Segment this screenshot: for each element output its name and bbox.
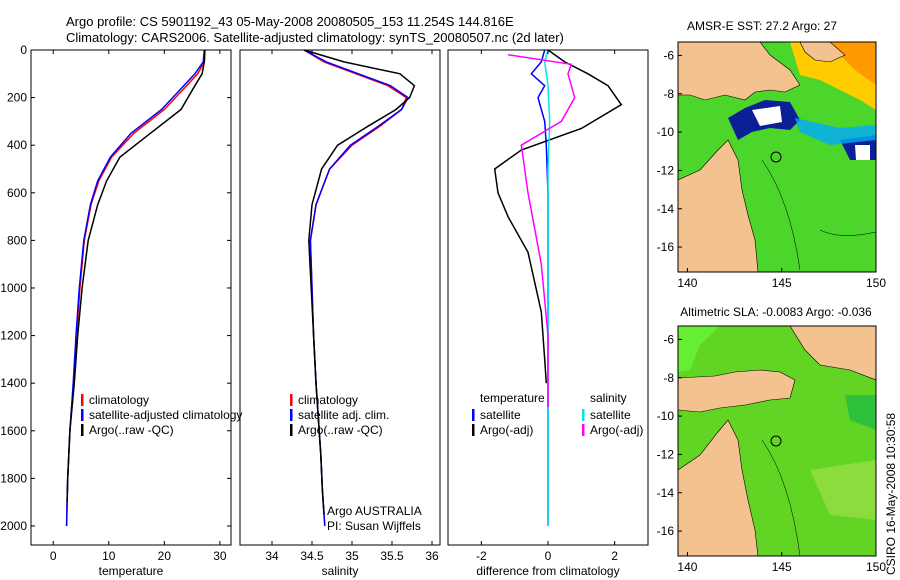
difference-xlabel: difference from climatology — [476, 564, 619, 578]
difference-legend: temperaturesatelliteArgo(-adj)salinitysa… — [472, 391, 643, 437]
sla-map-ytick-label: -6 — [663, 332, 674, 346]
difference-legend-swatch — [472, 409, 475, 421]
difference-legend-swatch — [582, 409, 585, 421]
salinity-legend-label: Argo(..raw -QC) — [298, 423, 383, 437]
sla-map-title: Altimetric SLA: -0.0083 Argo: -0.036 — [680, 305, 872, 319]
sst-map-ytick-label: -8 — [663, 87, 674, 101]
temperature-ytick-label: 1000 — [0, 281, 27, 295]
salinity-annotation-1: Argo AUSTRALIA — [327, 504, 422, 518]
salinity-legend-label: satellite adj. clim. — [298, 408, 389, 422]
difference-legend-label: satellite — [590, 408, 631, 422]
salinity-legend-swatch — [290, 409, 293, 421]
temperature-ytick-label: 800 — [7, 233, 27, 247]
sst-map-image — [678, 42, 876, 272]
difference-xtick-label: 2 — [611, 549, 618, 563]
salinity-legend-swatch — [290, 424, 293, 436]
salinity-series-0 — [303, 49, 408, 527]
temperature-xtick-label: 30 — [213, 549, 227, 563]
difference-legend-header: temperature — [480, 391, 545, 405]
sla-map-ytick-label: -10 — [657, 409, 675, 423]
temperature-legend-swatch — [81, 394, 84, 406]
temperature-legend-swatch — [81, 424, 84, 436]
temperature-ytick-label: 1400 — [0, 376, 27, 390]
sst-map-ytick-label: -6 — [663, 48, 674, 62]
salinity-axes-frame — [239, 49, 441, 546]
sla-map-ytick-label: -14 — [657, 486, 675, 500]
sla-map-xtick-label: 145 — [772, 560, 792, 574]
credit-text: CSIRO 16-May-2008 10:30:58 — [884, 413, 898, 575]
sst-map-xtick-label: 150 — [866, 276, 886, 290]
temperature-legend-label: Argo(..raw -QC) — [89, 423, 174, 437]
temperature-ytick-label: 400 — [7, 138, 27, 152]
sla-map-ytick-label: -12 — [657, 447, 675, 461]
salinity-xtick-label: 36 — [425, 549, 439, 563]
sla-map-argo-marker — [770, 435, 782, 447]
difference-series-3 — [507, 54, 576, 407]
sla-map-image — [678, 326, 876, 556]
temperature-panel: 0 10 20 30 0 200 400 600 800 1000 1200 1400 1600 1800… — [0, 43, 242, 578]
temperature-legend-label: climatology — [89, 393, 149, 407]
sst-map-ytick-label: -16 — [657, 240, 675, 254]
salinity-legend-swatch — [290, 394, 293, 406]
temperature-ytick-label: 200 — [7, 91, 27, 105]
salinity-series-2 — [303, 49, 416, 515]
salinity-annotation-2: PI: Susan Wijffels — [327, 519, 421, 533]
difference-xtick-label: 0 — [545, 549, 552, 563]
sst-map-xtick-label: 140 — [677, 276, 697, 290]
sst-map-panel: AMSR-E SST: 27.2 Argo: 27 140 145 1 — [657, 19, 887, 290]
sst-map-ytick-label: -10 — [657, 125, 675, 139]
salinity-panel: 34 34.5 35 35.5 36 salinity climatologysatel… — [239, 49, 441, 578]
difference-legend-header: salinity — [590, 391, 627, 405]
salinity-xtick-label: 34.5 — [300, 549, 324, 563]
temperature-xtick-label: 0 — [50, 549, 57, 563]
temperature-ytick-label: 2000 — [0, 519, 27, 533]
temperature-ytick-label: 0 — [20, 43, 27, 57]
sst-map-ytick-label: -12 — [657, 163, 675, 177]
sla-map-xtick-label: 150 — [866, 560, 886, 574]
header-line1: Argo profile: CS 5901192_43 05-May-2008 … — [66, 14, 514, 29]
temperature-series-1 — [65, 49, 206, 527]
salinity-xlabel: salinity — [322, 564, 359, 578]
salinity-legend-label: climatology — [298, 393, 358, 407]
sla-map-ytick-label: -16 — [657, 524, 675, 538]
sst-map-xtick-label: 145 — [772, 276, 792, 290]
difference-legend-swatch — [472, 424, 475, 436]
salinity-xtick-label: 35 — [345, 549, 359, 563]
header-line2: Climatology: CARS2006. Satellite-adjuste… — [66, 30, 564, 45]
difference-series-0 — [530, 49, 549, 526]
temperature-series-0 — [65, 49, 206, 527]
sst-map-frame — [677, 41, 877, 273]
sst-map-title: AMSR-E SST: 27.2 Argo: 27 — [687, 19, 837, 33]
difference-legend-label: satellite — [480, 408, 521, 422]
salinity-series-1 — [303, 49, 409, 527]
difference-panel: -2 0 2 difference from climatology tempera… — [447, 49, 649, 578]
sla-map-xtick-label: 140 — [677, 560, 697, 574]
temperature-xtick-label: 10 — [102, 549, 116, 563]
difference-series-1 — [493, 49, 623, 384]
salinity-xtick-label: 35.5 — [380, 549, 404, 563]
temperature-ytick-label: 1600 — [0, 424, 27, 438]
sst-map-argo-marker — [770, 151, 782, 163]
temperature-legend-label: satellite-adjusted climatology — [89, 408, 242, 422]
sst-map-ytick-label: -14 — [657, 202, 675, 216]
temperature-legend-swatch — [81, 409, 84, 421]
temperature-ytick-label: 600 — [7, 186, 27, 200]
temperature-xlabel: temperature — [99, 564, 164, 578]
temperature-axes-frame — [30, 49, 232, 546]
difference-legend-label: Argo(-adj) — [480, 423, 533, 437]
sla-map-ytick-label: -8 — [663, 371, 674, 385]
salinity-xtick-label: 34 — [265, 549, 279, 563]
difference-xtick-label: -2 — [476, 549, 487, 563]
difference-legend-swatch — [582, 424, 585, 436]
sla-map-panel: Altimetric SLA: -0.0083 Argo: -0.036 140… — [657, 305, 887, 574]
temperature-ytick-label: 1200 — [0, 329, 27, 343]
temperature-ytick-label: 1800 — [0, 471, 27, 485]
temperature-series-2 — [66, 49, 206, 503]
sla-map-frame — [677, 325, 877, 557]
temperature-xtick-label: 20 — [158, 549, 172, 563]
difference-legend-label: Argo(-adj) — [590, 423, 643, 437]
